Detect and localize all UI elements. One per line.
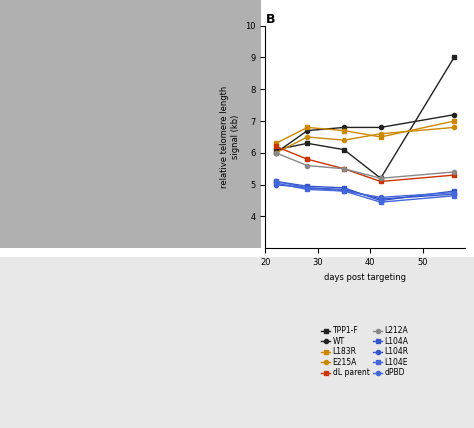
Line: dL parent: dL parent — [274, 144, 456, 184]
L104E — [378, 199, 383, 205]
WT — [378, 125, 383, 130]
L104R — [378, 196, 383, 202]
dPBD — [378, 195, 383, 200]
L183R — [273, 141, 279, 146]
L104R — [304, 185, 310, 190]
dL parent — [273, 144, 279, 149]
dPBD — [304, 185, 310, 190]
E215A — [451, 125, 457, 130]
Text: B: B — [265, 13, 275, 26]
E215A — [341, 137, 347, 143]
L183R — [304, 125, 310, 130]
Line: L104R: L104R — [274, 183, 456, 201]
L104R — [341, 187, 347, 192]
TPP1-F — [273, 147, 279, 152]
L183R — [378, 134, 383, 140]
TPP1-F — [451, 55, 457, 60]
WT — [451, 112, 457, 117]
Line: L104A: L104A — [274, 179, 456, 202]
WT — [341, 125, 347, 130]
L104R — [273, 182, 279, 187]
L212A — [378, 176, 383, 181]
E215A — [304, 134, 310, 140]
Line: L183R: L183R — [274, 119, 456, 146]
L212A — [341, 166, 347, 171]
Line: L212A: L212A — [274, 151, 456, 180]
Line: L104E: L104E — [274, 181, 456, 204]
dL parent — [451, 172, 457, 178]
Line: WT: WT — [274, 113, 456, 155]
L212A — [304, 163, 310, 168]
L183R — [451, 119, 457, 124]
Legend: TPP1-F, WT, L183R, E215A, dL parent, L212A, L104A, L104R, L104E, dPBD: TPP1-F, WT, L183R, E215A, dL parent, L21… — [318, 323, 412, 380]
Line: dPBD: dPBD — [274, 179, 456, 199]
Y-axis label: relative telomere length
signal (kb): relative telomere length signal (kb) — [220, 86, 240, 188]
Line: E215A: E215A — [274, 125, 456, 155]
L104E — [304, 187, 310, 192]
L212A — [451, 169, 457, 175]
L104R — [451, 192, 457, 197]
dPBD — [273, 179, 279, 184]
L104E — [451, 193, 457, 198]
L183R — [341, 128, 347, 133]
L104A — [451, 188, 457, 193]
L212A — [273, 150, 279, 155]
L104E — [341, 188, 347, 193]
L104A — [341, 185, 347, 190]
TPP1-F — [378, 176, 383, 181]
dPBD — [341, 188, 347, 193]
L104A — [273, 179, 279, 184]
L104E — [273, 181, 279, 186]
WT — [273, 150, 279, 155]
TPP1-F — [341, 147, 347, 152]
E215A — [378, 131, 383, 137]
Line: TPP1-F: TPP1-F — [274, 55, 456, 180]
X-axis label: days post targeting: days post targeting — [324, 273, 406, 282]
dPBD — [451, 190, 457, 195]
E215A — [273, 150, 279, 155]
WT — [304, 128, 310, 133]
L104A — [378, 198, 383, 203]
dL parent — [378, 179, 383, 184]
L104A — [304, 184, 310, 189]
dL parent — [341, 166, 347, 171]
TPP1-F — [304, 141, 310, 146]
dL parent — [304, 157, 310, 162]
